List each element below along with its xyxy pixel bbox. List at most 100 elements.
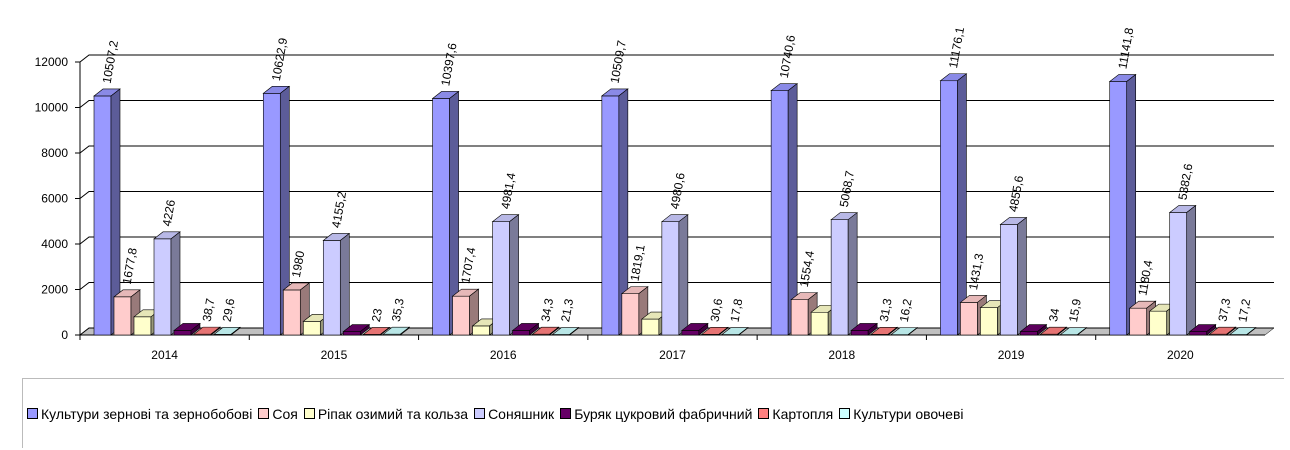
- bar-side: [1126, 73, 1137, 336]
- bar: [600, 88, 629, 336]
- bar: [382, 326, 411, 336]
- legend-swatch: [758, 408, 770, 419]
- data-label: 23: [369, 307, 385, 323]
- bar-front: [492, 221, 510, 336]
- y-tick-label: 10000: [35, 101, 69, 115]
- data-label: 34: [1046, 307, 1062, 323]
- bar: [1168, 204, 1197, 336]
- bar: [491, 214, 520, 336]
- bar-front: [1000, 224, 1018, 336]
- bar-front: [641, 318, 660, 336]
- bar-front: [342, 331, 361, 336]
- bar: [1039, 326, 1068, 336]
- bar-front: [960, 302, 978, 336]
- data-label: 1707,4: [458, 246, 478, 285]
- legend-swatch: [839, 408, 851, 419]
- bar-front: [790, 299, 809, 336]
- grid-line: [79, 100, 1274, 108]
- data-label: 38,7: [200, 297, 218, 323]
- bar-side: [698, 322, 709, 336]
- data-label: 34,3: [538, 297, 556, 323]
- bar-side: [190, 322, 201, 336]
- data-label: 1431,3: [966, 252, 986, 291]
- data-label: 16,2: [897, 297, 915, 323]
- bar-side: [529, 322, 539, 336]
- bar: [939, 73, 968, 336]
- bar: [1019, 323, 1048, 336]
- bar-side: [379, 326, 390, 336]
- bar-front: [1189, 331, 1208, 336]
- bar-front: [661, 221, 680, 336]
- bar: [890, 327, 919, 336]
- legend-swatch: [303, 408, 315, 419]
- legend-swatch: [27, 408, 38, 419]
- x-tick-label: 2014: [151, 348, 178, 362]
- bar-side: [718, 326, 729, 336]
- bar-side: [359, 323, 370, 336]
- bar-front: [681, 330, 700, 336]
- data-label: 17,2: [1235, 297, 1253, 323]
- bar-front: [810, 311, 829, 336]
- bar: [1108, 73, 1137, 336]
- bar-front: [322, 240, 341, 336]
- bar-front: [1149, 310, 1168, 336]
- bar-front: [302, 321, 321, 336]
- legend-label: Соя: [272, 405, 298, 422]
- x-tick-label: 2016: [490, 348, 517, 362]
- bar-front: [770, 90, 789, 336]
- bar: [213, 326, 241, 336]
- y-tick-label: 8000: [41, 146, 68, 160]
- bar-front: [1169, 212, 1188, 336]
- legend-label: Буряк цукровий фабричний: [574, 405, 753, 422]
- data-label: 35,3: [389, 297, 407, 323]
- bar-front: [432, 98, 450, 336]
- grid-line: [79, 145, 1274, 154]
- bar-front: [262, 93, 281, 336]
- bar-side: [887, 326, 898, 336]
- bar-side: [509, 214, 519, 336]
- bar: [262, 85, 291, 336]
- bar-front: [452, 295, 470, 336]
- bar-front: [93, 95, 112, 336]
- data-label: 31,3: [877, 297, 895, 323]
- legend-item: Буряк цукровий фабричний: [560, 406, 752, 422]
- x-tick-label: 2020: [1167, 348, 1194, 362]
- data-label: 21,3: [558, 297, 576, 323]
- bar-front: [850, 330, 869, 336]
- data-label: 30,6: [708, 297, 726, 323]
- bar: [1228, 326, 1257, 336]
- data-label: 1180,4: [1135, 259, 1155, 297]
- legend-label: Ріпак озимий та кольза: [317, 405, 469, 422]
- bar: [1188, 323, 1217, 336]
- data-label: 4226: [160, 198, 178, 227]
- legend-item: Культури зернові та зернобобові: [27, 406, 252, 422]
- bar: [830, 212, 859, 336]
- data-label: 4855,6: [1006, 174, 1026, 213]
- bar-side: [847, 212, 858, 336]
- bar-side: [1057, 326, 1067, 336]
- legend-swatch: [560, 408, 572, 419]
- bar-front: [472, 325, 490, 336]
- y-tick-label: 12000: [35, 55, 69, 69]
- bar-front: [512, 330, 530, 336]
- data-label: 1677,8: [120, 246, 140, 285]
- data-label: 10509,7: [608, 39, 629, 84]
- bar-side: [907, 327, 918, 336]
- data-label: 5382,6: [1175, 162, 1195, 201]
- bar: [362, 326, 391, 336]
- bar-side: [170, 231, 181, 336]
- data-label: 37,3: [1215, 297, 1233, 323]
- data-label: 1980: [289, 249, 307, 278]
- data-label: 4981,4: [498, 171, 518, 210]
- bar-side: [230, 326, 241, 336]
- y-tick-label: 6000: [41, 192, 68, 206]
- legend-item: Соняшник: [474, 406, 554, 422]
- bar-front: [153, 238, 172, 336]
- grid-line: [79, 54, 1274, 63]
- bar-side: [1017, 216, 1027, 336]
- x-tick-label: 2019: [998, 348, 1025, 362]
- bar-front: [1129, 307, 1148, 336]
- bar-front: [113, 296, 132, 336]
- data-label: 11141,8: [1115, 26, 1136, 70]
